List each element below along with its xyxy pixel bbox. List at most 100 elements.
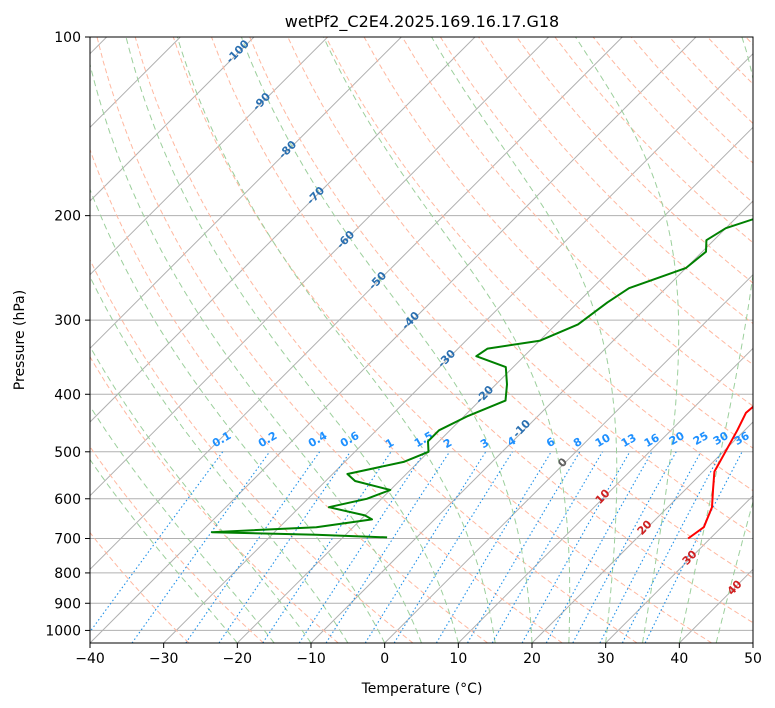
dry-adiabat-label: -80 — [276, 138, 299, 162]
moist-adiabats — [90, 37, 753, 643]
dry-adiabat-label: -40 — [399, 309, 422, 333]
x-axis-label: Temperature (°C) — [361, 681, 483, 697]
dry-adiabat-line — [478, 37, 753, 325]
isotherm-line — [163, 52, 753, 643]
moist-adiabat-line — [678, 37, 753, 643]
dry-adiabat-line — [211, 37, 753, 624]
mixing-ratio-label: 8 — [571, 435, 584, 450]
isotherm-line — [531, 421, 753, 643]
mixing-ratio-line — [599, 451, 702, 643]
dry-adiabat-line — [90, 445, 264, 643]
plot-frame — [89, 36, 754, 644]
y-tick-label: 700 — [54, 532, 81, 548]
isotherm-line — [384, 273, 753, 643]
mixing-ratio-line — [435, 451, 552, 643]
dry-adiabat-label: -90 — [250, 90, 273, 114]
mixing-ratio-line — [218, 451, 351, 643]
mixing-ratio-label: 0.2 — [256, 429, 279, 450]
y-axis-ticks: 100 200 300 400 500 600 700 800 900 1000 — [45, 30, 90, 639]
x-tick-label: 30 — [597, 651, 615, 667]
moist-adiabat-line — [240, 37, 533, 643]
dry-adiabat-line — [172, 37, 712, 643]
dry-adiabat-line — [96, 37, 563, 643]
mixing-ratio-label: 25 — [691, 429, 711, 448]
mixing-ratio-line — [325, 451, 451, 643]
dry-adiabat-line — [554, 37, 753, 244]
moist-adiabat-label: 30 — [680, 547, 700, 567]
mixing-ratio-line — [545, 451, 653, 643]
moist-adiabat-line — [431, 37, 618, 643]
mixing-ratio-label: 36 — [732, 429, 752, 448]
mixing-ratio-line — [644, 451, 743, 643]
plot-area: -100-90-80-70-60-50-40-30-20-10010203040… — [90, 37, 753, 643]
mixing-ratio-label: 30 — [711, 429, 731, 448]
moist-adiabat-line — [90, 275, 349, 643]
dry-adiabat-line — [592, 37, 753, 204]
mixing-ratio-line — [467, 451, 581, 643]
y-tick-label: 300 — [54, 313, 81, 329]
dry-adiabat-line — [439, 37, 753, 366]
moist-adiabat-line — [715, 499, 753, 643]
dry-adiabat-label: -10 — [510, 417, 533, 441]
isotherm-grid — [90, 37, 753, 643]
mixing-ratio-line — [90, 451, 224, 633]
mixing-ratio-line — [621, 451, 722, 643]
mixing-ratio-label: 0.4 — [306, 429, 330, 450]
isotherm-line — [90, 37, 623, 571]
x-tick-label: 0 — [380, 651, 389, 667]
moist-adiabat-line — [575, 37, 680, 643]
isotherm-line — [457, 347, 753, 643]
mixing-ratio-label: 0.1 — [210, 429, 233, 450]
isotherm-line — [90, 37, 550, 497]
dry-adiabat-line — [90, 148, 488, 643]
dry-adiabat-line — [90, 258, 414, 643]
dry-adiabat-line — [90, 531, 190, 643]
y-tick-label: 600 — [54, 492, 81, 508]
moist-adiabat-line — [90, 458, 238, 643]
dry-adiabat-line — [707, 37, 753, 85]
moist-adiabat-line — [90, 188, 386, 643]
moist-adiabat-label: 20 — [635, 517, 655, 537]
dry-adiabat-label: -30 — [435, 347, 458, 371]
dry-adiabat-line — [249, 37, 753, 579]
mixing-ratio-label: 13 — [619, 431, 639, 450]
x-tick-label: 40 — [670, 651, 688, 667]
mixing-ratio-line — [262, 451, 392, 643]
isotherm-line — [90, 37, 255, 202]
isobar-grid — [90, 37, 753, 631]
y-tick-label: 500 — [54, 445, 81, 461]
y-tick-label: 1000 — [45, 623, 81, 639]
moist-adiabat-label: 10 — [593, 486, 613, 506]
isotherm-line — [605, 494, 753, 643]
x-tick-label: −10 — [296, 651, 326, 667]
y-axis-label: Pressure (hPa) — [12, 290, 28, 390]
isotherm-line — [90, 37, 402, 350]
chart-title: wetPf2_C2E4.2025.169.16.17.G18 — [285, 12, 559, 32]
y-tick-label: 400 — [54, 387, 81, 403]
mixing-ratio-lines — [90, 451, 743, 643]
dry-adiabat-label: -100 — [223, 37, 252, 66]
mixing-ratio-line — [298, 451, 426, 643]
mixing-ratio-label: 3 — [478, 436, 491, 451]
x-tick-label: 10 — [449, 651, 467, 667]
isotherm-line — [752, 642, 753, 643]
x-axis-ticks: −40 −30 −20 −10 0 10 20 30 40 50 — [75, 643, 762, 667]
moist-adiabat-line — [90, 405, 275, 643]
dry-adiabat-line — [401, 37, 753, 407]
isotherm-line — [90, 37, 329, 276]
temperature-line — [687, 405, 753, 540]
y-tick-label: 100 — [54, 30, 81, 46]
background-line-labels: -100-90-80-70-60-50-40-30-20-10010203040… — [210, 37, 752, 598]
mixing-ratio-label: 1.5 — [412, 429, 435, 450]
x-tick-label: −30 — [149, 651, 179, 667]
mixing-ratio-line — [521, 451, 631, 643]
dry-adiabat-label: -20 — [473, 383, 496, 407]
moist-adiabat-line — [323, 37, 571, 643]
mixing-ratio-label: 16 — [642, 431, 662, 450]
moist-adiabat-line — [90, 345, 312, 643]
series-lines — [210, 218, 753, 540]
dry-adiabats — [90, 37, 753, 643]
dry-adiabat-line — [745, 37, 753, 46]
dry-adiabat-line — [90, 355, 339, 643]
